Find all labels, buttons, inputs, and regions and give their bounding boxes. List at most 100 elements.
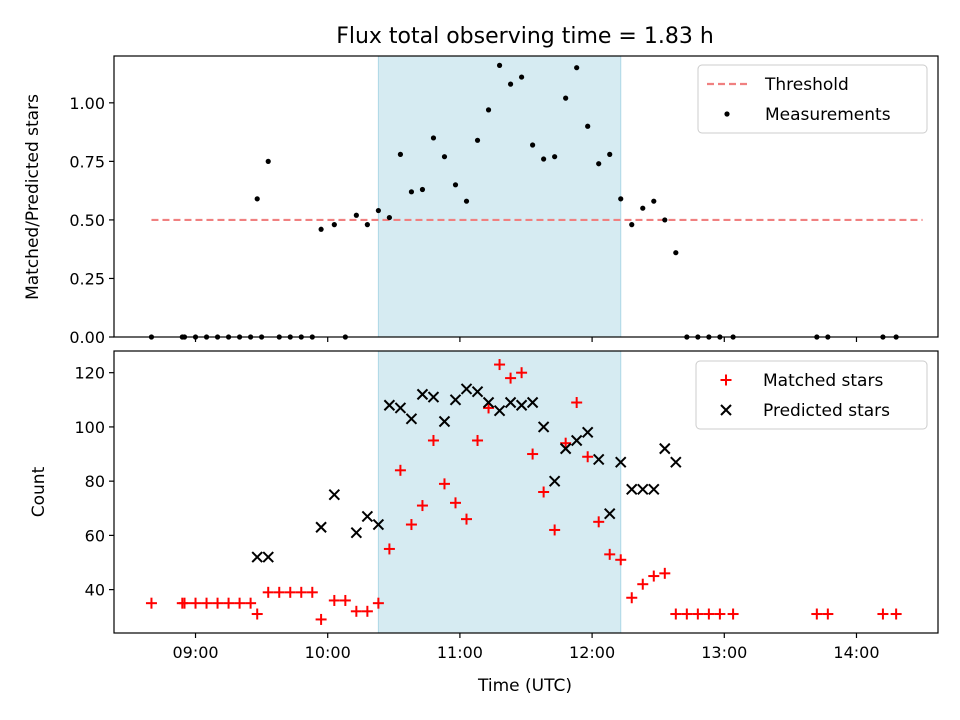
predicted-star-point xyxy=(548,475,561,487)
matched-star-point xyxy=(703,608,715,620)
matched-star-point xyxy=(179,597,191,609)
x-tick-label: 10:00 xyxy=(305,643,351,662)
top-panel: 0.00 0.25 0.50 0.75 1.00 Matched/Predicted s… xyxy=(23,55,939,347)
top-observing-window xyxy=(377,55,622,338)
matched-star-point xyxy=(339,594,351,606)
top-y-ticks: 0.00 0.25 0.50 0.75 1.00 xyxy=(69,94,114,347)
measurement-point xyxy=(673,250,679,256)
bottom-y-axis-label: Count xyxy=(29,466,49,517)
predicted-star-point xyxy=(637,483,649,495)
bottom-y-ticks: 40 60 80 100 120 xyxy=(74,364,114,600)
matched-star-point xyxy=(681,608,693,620)
measurement-point xyxy=(530,142,536,148)
matched-star-point xyxy=(670,608,682,620)
measurement-point xyxy=(353,212,359,218)
measurement-point xyxy=(364,222,370,228)
top-x-ticks xyxy=(194,337,858,342)
matched-star-point xyxy=(251,608,263,620)
matched-star-point xyxy=(692,608,704,620)
matched-star-point xyxy=(449,497,461,509)
predicted-star-point xyxy=(526,396,539,409)
measurement-point xyxy=(452,182,459,188)
measurement-point xyxy=(318,226,324,232)
chart-title: Flux total observing time = 1.83 h xyxy=(336,24,714,49)
predicted-star-point xyxy=(581,426,594,439)
matched-star-point xyxy=(637,578,649,590)
bottom-y-tick-label: 100 xyxy=(74,418,105,437)
measurement-point xyxy=(386,214,393,221)
matched-star-point xyxy=(306,586,318,598)
predicted-star-point xyxy=(449,394,462,406)
matched-star-point xyxy=(648,570,660,582)
top-y-tick-label: 0.75 xyxy=(69,152,105,171)
bottom-y-tick-label: 120 xyxy=(74,364,105,383)
predicted-star-point xyxy=(372,518,385,531)
matched-star-point xyxy=(714,608,726,620)
bottom-y-tick-label: 80 xyxy=(85,472,105,491)
predicted-star-point xyxy=(626,483,638,495)
predicted-star-point xyxy=(537,421,550,433)
matched-star-point xyxy=(427,434,439,446)
predicted-star-point xyxy=(416,388,429,401)
matched-star-point xyxy=(571,397,583,409)
matched-star-point xyxy=(245,597,257,609)
predicted-star-point xyxy=(670,456,682,468)
legend-measurements-swatch xyxy=(724,111,730,117)
matched-star-point xyxy=(549,524,561,536)
matched-star-point xyxy=(472,434,484,446)
matched-star-point xyxy=(659,567,671,579)
matched-star-point xyxy=(582,451,594,463)
legend-measurements-label: Measurements xyxy=(765,105,891,125)
matched-star-point xyxy=(372,597,384,609)
matched-star-point xyxy=(262,586,274,598)
matched-star-point xyxy=(811,608,823,620)
matched-star-point xyxy=(273,586,285,598)
predicted-star-point xyxy=(559,442,572,455)
x-tick-label: 12:00 xyxy=(569,643,615,662)
matched-star-point xyxy=(361,605,373,617)
matched-star-point xyxy=(822,608,834,620)
matched-star-point xyxy=(877,608,889,620)
measurement-point xyxy=(596,161,602,167)
predicted-star-point xyxy=(604,507,616,520)
predicted-star-point xyxy=(405,413,418,425)
matched-star-point xyxy=(223,597,235,609)
measurement-point xyxy=(419,186,426,193)
top-legend: Threshold Measurements xyxy=(697,64,928,134)
measurement-point xyxy=(507,81,514,87)
predicted-star-point xyxy=(315,521,327,533)
predicted-star-point xyxy=(394,402,407,414)
x-tick-label: 11:00 xyxy=(437,643,483,662)
predicted-star-point xyxy=(438,415,451,428)
top-y-tick-label: 0.50 xyxy=(69,211,105,230)
bottom-x-ticks: 09:00 10:00 11:00 12:00 13:00 14:00 xyxy=(172,633,880,662)
measurement-point xyxy=(618,196,624,202)
matched-star-point xyxy=(505,372,517,384)
bottom-panel: 40 60 80 100 120 09:00 10:00 11:00 12:00 13:00 14… xyxy=(29,350,939,696)
measurement-point xyxy=(563,95,569,101)
measurement-point xyxy=(441,154,448,160)
predicted-star-point xyxy=(383,399,396,411)
measurement-point xyxy=(265,158,271,164)
matched-star-point xyxy=(212,597,224,609)
measurement-point xyxy=(585,123,591,129)
top-legend-box xyxy=(697,64,928,134)
predicted-star-point xyxy=(515,399,528,411)
top-y-axis-label: Matched/Predicted stars xyxy=(23,94,43,300)
measurement-point xyxy=(496,62,503,68)
matched-star-point xyxy=(234,597,246,609)
measurement-point xyxy=(629,222,635,228)
predicted-star-point xyxy=(361,510,374,523)
bottom-y-tick-label: 60 xyxy=(85,526,105,545)
matched-star-point xyxy=(284,586,296,598)
measurement-point xyxy=(541,156,547,162)
predicted-star-point xyxy=(262,551,274,563)
predicted-star-point xyxy=(648,483,660,495)
top-y-tick-label: 0.25 xyxy=(69,269,105,288)
legend-matched-swatch xyxy=(720,374,732,386)
measurement-point xyxy=(574,65,580,71)
predicted-star-point xyxy=(460,383,473,395)
matched-star-point xyxy=(538,486,550,498)
matched-star-point xyxy=(383,543,395,555)
